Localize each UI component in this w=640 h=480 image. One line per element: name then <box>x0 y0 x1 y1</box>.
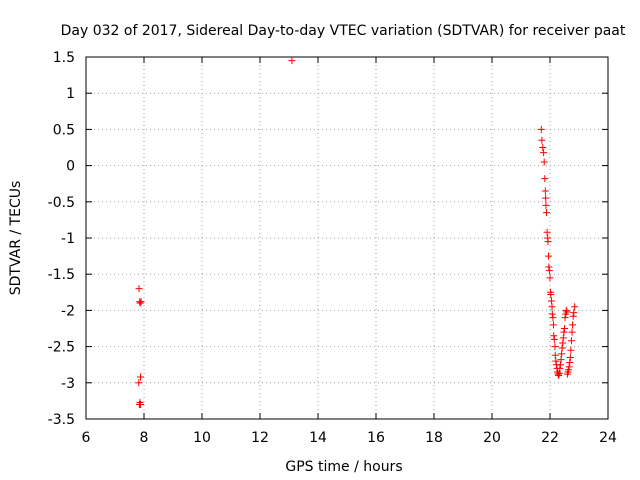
data-point <box>556 361 564 369</box>
data-point <box>549 321 557 329</box>
data-point <box>558 350 566 358</box>
data-point <box>570 309 578 317</box>
data-point <box>558 344 566 352</box>
data-point <box>135 285 143 293</box>
data-point <box>550 332 558 340</box>
data-point <box>559 334 567 342</box>
x-tick-label: 24 <box>599 430 617 446</box>
y-axis-label: SDTVAR / TECUs <box>8 181 24 296</box>
data-point <box>560 328 568 336</box>
x-tick-label: 18 <box>425 430 443 446</box>
x-tick-label: 22 <box>541 430 559 446</box>
x-tick-label: 16 <box>367 430 385 446</box>
y-tick-label: -2 <box>61 303 75 319</box>
data-point <box>569 312 577 320</box>
y-tick-label: -2.5 <box>48 340 75 356</box>
data-point <box>538 136 546 144</box>
data-point <box>547 290 555 298</box>
data-point <box>288 57 296 65</box>
data-point <box>559 339 567 347</box>
axis-ticks: 6 8 10 12 14 16 18 20 22 24-3.5-3-2.5-2-1.5-1-0.5… <box>48 50 617 446</box>
data-point <box>569 321 577 329</box>
data-point <box>562 306 570 314</box>
data-point <box>541 187 549 195</box>
data-point <box>546 274 554 282</box>
data-point <box>549 314 557 322</box>
data-point <box>552 357 560 365</box>
y-tick-label: -1.5 <box>48 267 75 283</box>
data-point <box>137 401 145 409</box>
data-point <box>563 308 571 316</box>
data-point <box>545 267 553 275</box>
data-point <box>545 263 553 271</box>
data-point <box>542 201 550 209</box>
data-point <box>567 337 575 345</box>
data-point <box>566 359 574 367</box>
data-point <box>542 194 550 202</box>
data-point <box>550 335 558 343</box>
data-point <box>551 351 559 359</box>
data-point <box>555 369 563 377</box>
data-point <box>543 228 551 236</box>
x-tick-label: 14 <box>309 430 327 446</box>
data-point <box>548 303 556 311</box>
data-point <box>556 364 564 372</box>
data-point <box>561 325 568 332</box>
data-point <box>543 209 551 217</box>
x-tick-label: 10 <box>193 430 211 446</box>
y-tick-label: 0 <box>66 159 75 175</box>
data-point <box>545 252 553 260</box>
data-point <box>136 299 144 307</box>
data-point <box>554 370 562 378</box>
data-point <box>137 373 145 381</box>
y-tick-label: -3.5 <box>48 412 75 428</box>
data-point <box>565 363 573 371</box>
data-point <box>551 343 559 351</box>
data-point <box>548 310 556 318</box>
data-point <box>544 238 552 246</box>
data-point <box>571 303 579 311</box>
data-point <box>135 379 143 387</box>
data-point <box>540 149 548 157</box>
chart-title: Day 032 of 2017, Sidereal Day-to-day VTE… <box>61 23 626 39</box>
y-tick-label: -0.5 <box>48 195 75 211</box>
data-point <box>537 125 545 133</box>
y-tick-label: -1 <box>61 231 75 247</box>
y-tick-label: 1 <box>66 86 75 102</box>
data-point <box>540 158 548 166</box>
y-tick-label: 0.5 <box>53 122 75 138</box>
data-point <box>568 328 576 336</box>
data-point <box>137 298 145 306</box>
data-point <box>567 346 575 354</box>
grid-lines <box>86 57 608 419</box>
x-tick-label: 8 <box>140 430 149 446</box>
y-tick-label: 1.5 <box>53 50 75 66</box>
x-axis-label: GPS time / hours <box>285 459 402 475</box>
data-point <box>541 175 549 183</box>
data-point <box>566 353 574 361</box>
data-point <box>565 366 573 374</box>
data-point <box>547 297 555 305</box>
data-point <box>557 356 565 364</box>
x-tick-label: 20 <box>483 430 501 446</box>
data-point <box>561 314 569 322</box>
x-tick-label: 6 <box>82 430 91 446</box>
data-point <box>539 144 547 151</box>
y-tick-label: -3 <box>61 376 75 392</box>
data-points <box>135 57 579 409</box>
x-tick-label: 12 <box>251 430 269 446</box>
